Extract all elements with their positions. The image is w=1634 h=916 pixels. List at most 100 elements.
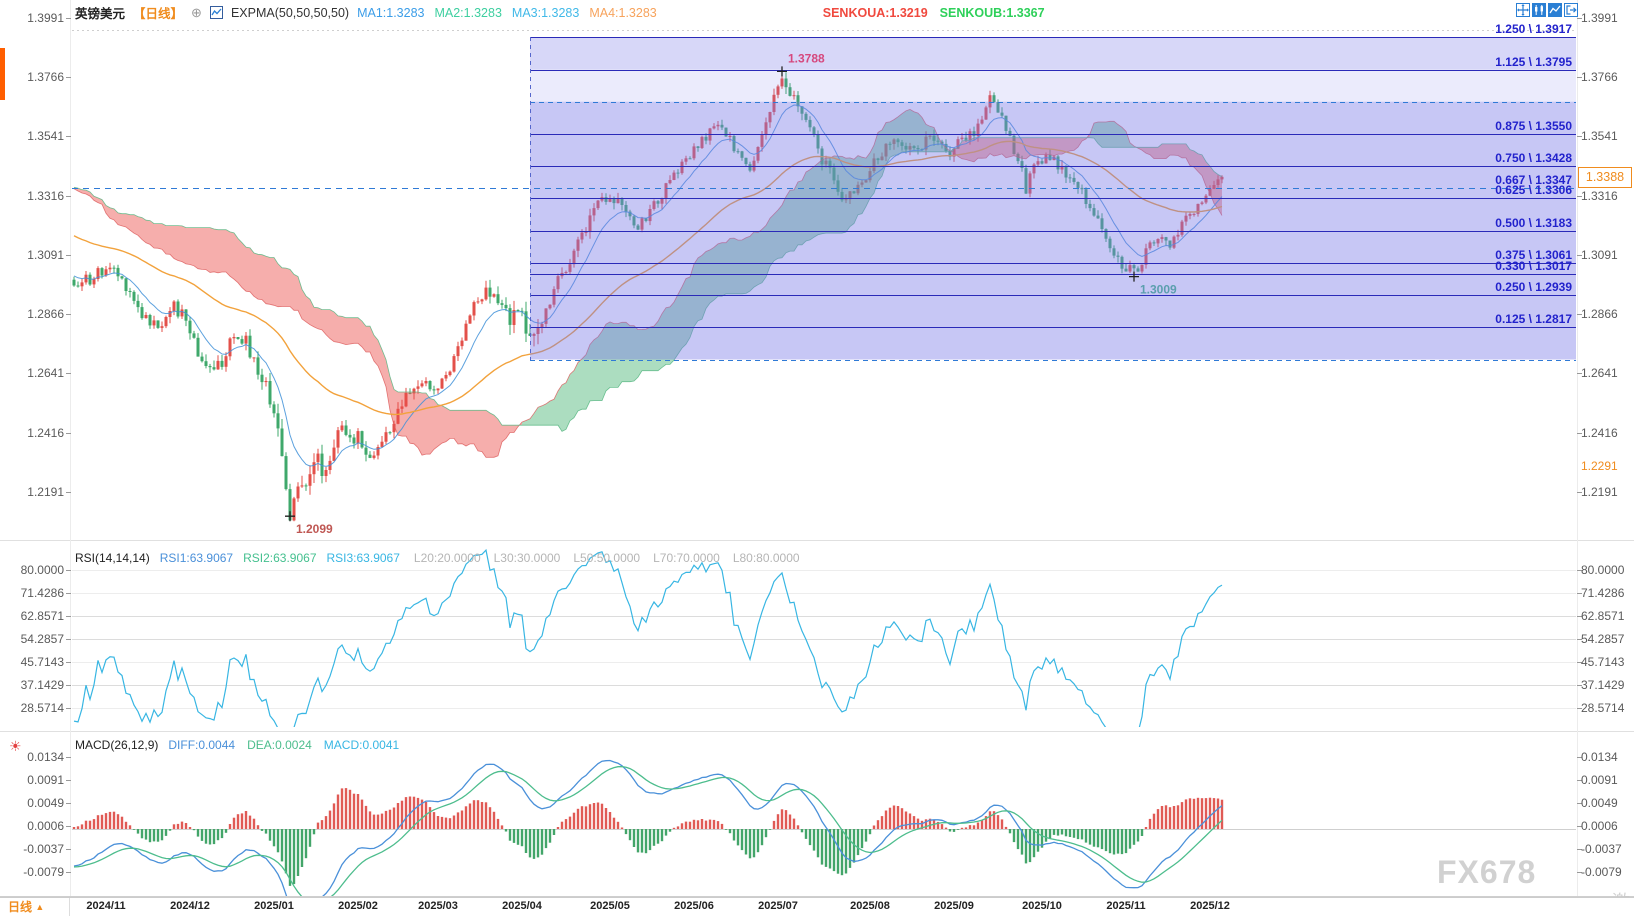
- chart-type-icon[interactable]: [209, 6, 223, 19]
- rsi-guide-label: L20:20.0000: [413, 551, 481, 565]
- price-tick-label: 1.2641: [27, 366, 64, 381]
- bottom-bar: 日线 ▲ 2024/11 2024/12 2025/01 2025/02 2025/03…: [0, 897, 1634, 916]
- macd-tick-label: 0.0006: [1581, 818, 1618, 833]
- date-label: 2025/10: [1022, 900, 1062, 912]
- price-tick-label: 1.3091: [1581, 247, 1618, 262]
- macd-value: DEA:0.0024: [247, 738, 312, 752]
- fib-level-label: 0.750 \ 1.3428: [1495, 151, 1572, 166]
- senkou-values: SENKOUA:1.3219 SENKOUB:1.3367: [823, 6, 1045, 20]
- rsi-tick-label: 37.1429: [20, 677, 64, 692]
- rsi-tick-label: 80.0000: [1581, 563, 1625, 577]
- date-label: 2025/09: [934, 900, 974, 912]
- rsi-value: RSI2:63.9067: [243, 551, 317, 565]
- fib-level-label: 0.625 \ 1.3306: [1495, 183, 1572, 198]
- price-tick-label: 1.2191: [1581, 484, 1618, 499]
- fib-level-label: 0.667 \ 1.3347: [1495, 172, 1572, 187]
- macd-tick-label: 0.0091: [27, 773, 64, 788]
- sun-icon[interactable]: ☀: [9, 738, 22, 754]
- senkou-value: SENKOUB:1.3367: [939, 5, 1045, 20]
- price-tick-label: 1.3991: [1581, 11, 1618, 25]
- extra-price-label: 1.2291: [1581, 458, 1618, 473]
- expma-label: EXPMA(50,50,50,50): [230, 5, 350, 20]
- main-chart-header: 英镑美元 【日线】 ⊕ EXPMA(50,50,50,50) MA1:1.328…: [75, 3, 1045, 22]
- date-label: 2025/04: [502, 900, 542, 912]
- price-tick-label: 1.3316: [27, 188, 64, 203]
- current-price-badge[interactable]: 1.3388: [1578, 166, 1632, 188]
- macd-tick-label: -0.0037: [1581, 841, 1622, 856]
- period-arrow-icon: ▲: [35, 902, 45, 912]
- date-label: 2025/12: [1190, 900, 1230, 912]
- rsi-tick-label: 71.4286: [20, 585, 64, 600]
- candlestick-chart-icon[interactable]: [1532, 3, 1546, 17]
- ma-value: MA2:1.3283: [434, 5, 502, 20]
- macd-tick-label: 0.0049: [27, 795, 64, 810]
- rsi-tick-label: 62.8571: [20, 608, 64, 623]
- rsi-tick-label: 80.0000: [20, 563, 64, 577]
- move-icon[interactable]: [1516, 3, 1530, 17]
- rsi-values: RSI1:63.9067 RSI2:63.9067 RSI3:63.9067: [160, 551, 400, 565]
- rsi-value: RSI3:63.9067: [326, 551, 400, 565]
- fib-level-label: 0.500 \ 1.3183: [1495, 215, 1572, 230]
- price-tick-label: 1.3091: [27, 247, 64, 262]
- rsi-tick-label: 45.7143: [20, 654, 64, 669]
- rsi-value: RSI1:63.9067: [159, 551, 234, 565]
- circle-plus-icon[interactable]: ⊕: [191, 5, 202, 20]
- macd-title: MACD(26,12,9): [75, 738, 159, 752]
- price-tick-label: 1.3316: [1581, 188, 1618, 203]
- expma-values: MA1:1.3283 MA2:1.3283 MA3:1.3283 MA4:1.3283: [357, 6, 657, 20]
- rsi-header: RSI(14,14,14) RSI1:63.9067 RSI2:63.9067 RS…: [75, 551, 800, 565]
- price-tick-label: 1.3541: [27, 129, 64, 144]
- ma-value: MA1:1.3283: [357, 5, 425, 20]
- date-label: 2025/05: [590, 900, 630, 912]
- left-accent-strip: [0, 48, 5, 100]
- date-label: 2025/11: [1106, 900, 1146, 912]
- rsi-tick-label: 71.4286: [1581, 585, 1625, 600]
- macd-tick-label: 0.0134: [27, 749, 64, 764]
- line-chart-icon[interactable]: [1548, 3, 1562, 17]
- period-selector[interactable]: 日线 ▲: [0, 898, 70, 916]
- date-label: 2024/11: [86, 900, 126, 912]
- date-label: 2025/02: [338, 900, 378, 912]
- fib-level-label: 0.330 \ 1.3017: [1495, 259, 1572, 274]
- price-tick-label: 1.3991: [27, 11, 64, 25]
- price-tick-label: 1.3541: [1581, 129, 1618, 144]
- macd-value: MACD:0.0041: [323, 738, 400, 752]
- rsi-tick-label: 28.5714: [1581, 700, 1625, 715]
- macd-tick-label: 0.0134: [1581, 749, 1618, 764]
- fib-level-label: 0.375 \ 1.3061: [1495, 247, 1572, 262]
- date-label: 2024/12: [170, 900, 210, 912]
- macd-tick-label: 0.0091: [1581, 773, 1618, 788]
- chart-toolbar: [1516, 3, 1578, 17]
- price-tick-label: 1.2416: [27, 425, 64, 440]
- price-tick-label: 1.2641: [1581, 366, 1618, 381]
- ma-value: MA4:1.3283: [589, 5, 657, 20]
- rsi-guide-levels: L20:20.0000 L30:30.0000 L50:50.0000 L70:70.…: [414, 551, 800, 565]
- exit-icon[interactable]: [1564, 3, 1578, 17]
- rsi-tick-label: 45.7143: [1581, 654, 1625, 669]
- watermark-logo: FX678: [1437, 854, 1537, 890]
- symbol-name: 英镑美元: [75, 7, 126, 21]
- macd-value: DIFF:0.0044: [168, 738, 236, 752]
- date-label: 2025/01: [254, 900, 294, 912]
- svg-text:1.3788: 1.3788: [788, 51, 825, 65]
- rsi-tick-label: 37.1429: [1581, 677, 1625, 692]
- rsi-title: RSI(14,14,14): [75, 551, 150, 565]
- date-label: 2025/06: [674, 900, 714, 912]
- macd-tick-label: -0.0079: [23, 864, 64, 879]
- price-tick-label: 1.2866: [1581, 307, 1618, 322]
- fib-level-label: 1.125 \ 1.3795: [1495, 54, 1572, 69]
- fib-level-label: 0.125 \ 1.2817: [1495, 312, 1572, 327]
- price-tick-label: 1.2866: [27, 307, 64, 322]
- macd-header: MACD(26,12,9) DIFF:0.0044 DEA:0.0024 MACD:…: [75, 738, 399, 752]
- senkou-value: SENKOUA:1.3219: [822, 5, 928, 20]
- macd-tick-label: -0.0037: [23, 841, 64, 856]
- macd-tick-label: 0.0006: [27, 818, 64, 833]
- rsi-guide-label: L50:50.0000: [573, 551, 641, 565]
- date-label: 2025/08: [850, 900, 890, 912]
- macd-tick-label: -0.0079: [1581, 864, 1622, 879]
- fib-level-label: 0.875 \ 1.3550: [1495, 119, 1572, 134]
- svg-text:1.2099: 1.2099: [296, 522, 333, 536]
- rsi-guide-label: L30:30.0000: [493, 551, 561, 565]
